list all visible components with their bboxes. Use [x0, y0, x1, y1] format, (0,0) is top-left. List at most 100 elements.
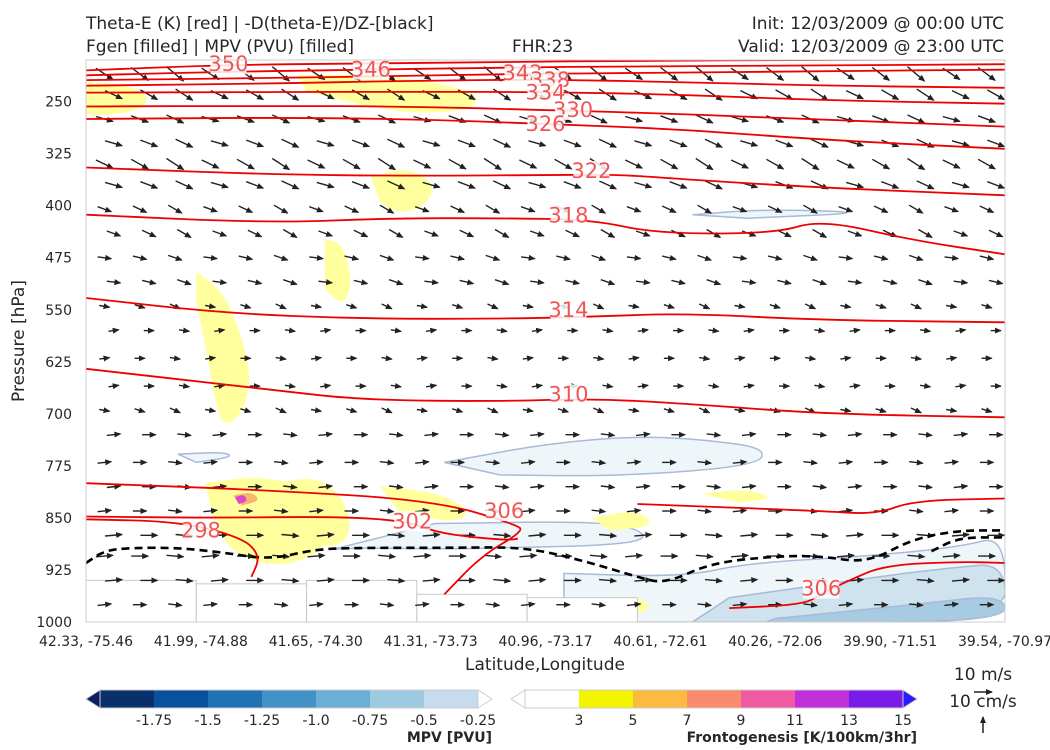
- mpv-colorbar-swatch: [154, 690, 209, 708]
- wind-vector: [379, 204, 395, 214]
- wind-vector: [944, 254, 960, 261]
- wind-vector: [457, 139, 476, 148]
- wind-vector: [563, 181, 582, 189]
- wind-vector: [625, 552, 644, 559]
- wind-vector: [847, 483, 863, 490]
- wind-vector: [812, 228, 828, 239]
- wind-vector: [282, 228, 298, 239]
- wind-vector: [134, 303, 146, 309]
- wind-vector: [212, 230, 228, 237]
- wind-vector: [840, 303, 852, 310]
- wind-vector: [134, 407, 146, 414]
- wind-vector: [140, 139, 159, 148]
- wind-vector: [916, 88, 935, 101]
- wind-vector: [804, 303, 817, 310]
- wind-vector: [563, 89, 582, 101]
- wind-vector: [602, 382, 614, 389]
- x-tick-label: 41.65, -74.30: [269, 634, 363, 650]
- wind-vector: [416, 355, 429, 362]
- wind-vector: [168, 459, 183, 466]
- wind-vector: [846, 532, 865, 539]
- wind-vector: [519, 552, 538, 559]
- wind-vector: [916, 180, 935, 190]
- wind-vector: [416, 303, 429, 310]
- wind-vector: [740, 140, 759, 147]
- theta-e-contour: [86, 482, 522, 595]
- wind-vector: [671, 279, 686, 286]
- wind-vector: [908, 204, 924, 214]
- wind-vector: [988, 229, 1004, 238]
- wind-vector: [801, 157, 820, 171]
- contour-label-bg: [550, 299, 587, 320]
- wind-vector: [273, 508, 289, 515]
- wind-vector: [849, 327, 861, 334]
- wind-vector: [424, 279, 439, 286]
- wind-vector: [942, 115, 961, 123]
- wind-vector: [814, 327, 826, 334]
- wind-vector: [309, 254, 324, 261]
- wind-vector: [245, 139, 265, 148]
- wind-vector: [591, 601, 607, 608]
- wind-vector: [557, 407, 570, 414]
- contour-label-bg: [550, 205, 587, 226]
- theta-e-contour-label: 314: [548, 298, 588, 322]
- mpv-colorbar-tick: -1.5: [194, 713, 221, 729]
- wind-vector: [483, 157, 502, 171]
- wind-vector: [907, 157, 926, 171]
- theta-e-contour-label: 310: [548, 382, 588, 406]
- wind-vector: [97, 459, 113, 466]
- wind-vector: [881, 181, 900, 189]
- wind-vector: [740, 532, 759, 539]
- wind-vector: [777, 229, 792, 238]
- fgen-colorbar-swatch: [849, 690, 904, 708]
- wind-vector: [706, 483, 722, 490]
- wind-vector: [740, 577, 759, 584]
- wind-vector: [953, 230, 969, 237]
- contour-label-bg: [352, 59, 389, 80]
- terrain-block: [85, 579, 197, 623]
- wind-vector: [662, 255, 677, 261]
- wind-vector: [812, 483, 828, 490]
- wind-vector: [178, 327, 191, 334]
- wind-vector: [602, 327, 614, 334]
- wind-vector: [531, 383, 544, 390]
- wind-vector: [318, 230, 334, 237]
- wind-vector: [493, 138, 512, 148]
- wind-vector: [634, 181, 653, 189]
- wind-vector: [275, 355, 287, 362]
- wind-vector: [415, 459, 430, 466]
- wind-vector: [624, 159, 644, 169]
- wind-vector: [95, 159, 114, 169]
- wind-vector: [803, 204, 818, 214]
- wind-vector: [695, 66, 714, 82]
- wind-vector: [660, 66, 679, 81]
- wind-vector: [487, 303, 499, 310]
- wind-vector: [635, 230, 651, 237]
- wind-vector: [600, 228, 616, 239]
- wind-vector: [484, 553, 503, 560]
- fgen-colorbar-tick: 9: [737, 713, 746, 729]
- title-line-2: Fgen [filled] | MPV (PVU) [filled]: [86, 37, 355, 57]
- wind-vector: [591, 254, 607, 261]
- wind-vector: [204, 407, 217, 414]
- wind-vector: [496, 327, 508, 334]
- wind-vector: [236, 158, 255, 170]
- wind-vector: [379, 459, 395, 466]
- wind-vector: [871, 66, 891, 81]
- wind-vector: [415, 601, 430, 608]
- theta-e-contour: [86, 68, 1005, 81]
- mpv-colorbar-swatch: [424, 690, 479, 708]
- wind-vector: [769, 303, 781, 309]
- wind-vector: [519, 159, 538, 169]
- mpv-region: [692, 209, 848, 219]
- wind-vector: [422, 532, 441, 539]
- fgen-colorbar-swatch: [510, 689, 526, 709]
- wind-vector: [487, 355, 499, 362]
- wind-vector: [210, 140, 229, 147]
- terrain-block: [306, 579, 418, 623]
- wind-vector: [955, 383, 967, 390]
- theta-e-contour-label: 302: [392, 509, 432, 533]
- wind-vector: [695, 157, 714, 171]
- y-tick-label: 850: [45, 511, 72, 527]
- wind-vector: [732, 459, 748, 466]
